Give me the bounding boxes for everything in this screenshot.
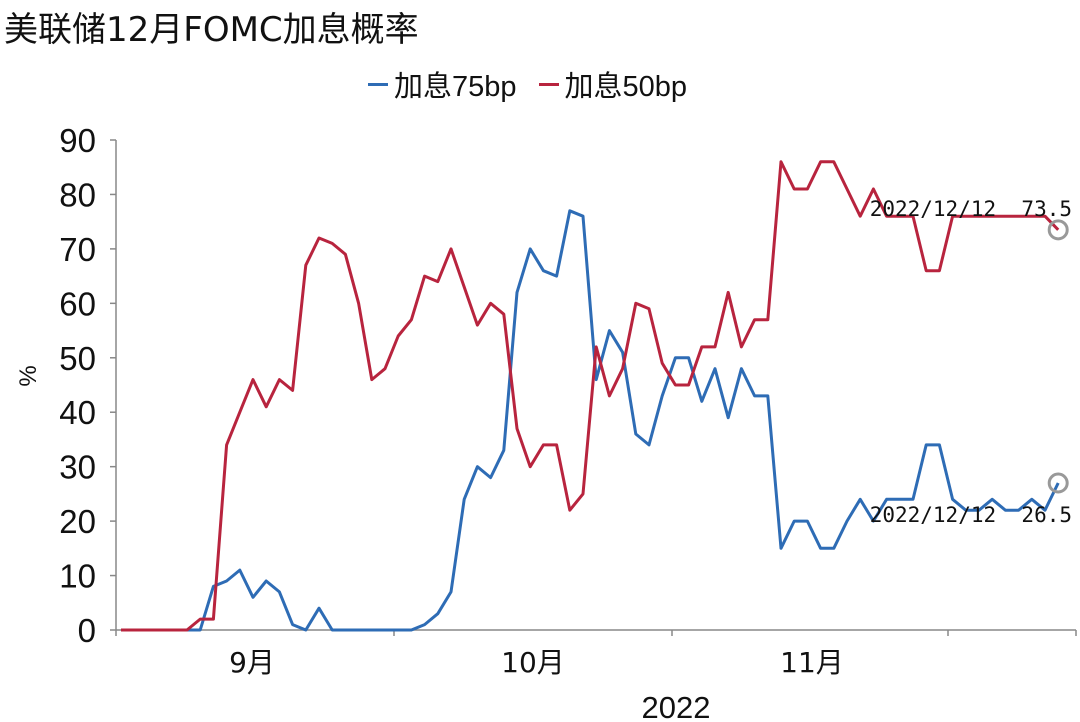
x-tick-label: 10月 (501, 646, 565, 679)
y-tick-label: 0 (78, 612, 96, 649)
legend-label-50bp: 加息50bp (564, 71, 688, 103)
chart-title: 美联储12月FOMC加息概率 (4, 10, 419, 50)
y-tick-label: 60 (59, 285, 96, 322)
series-line-75bp (121, 209, 1060, 632)
legend-swatch-75bp (368, 82, 388, 86)
y-tick-label: 40 (59, 394, 96, 431)
y-tick-label: 10 (59, 558, 96, 595)
annotation-label: 2022/12/12 73.5 (870, 197, 1072, 221)
series-line-50bp (121, 160, 1060, 632)
y-tick-label: 20 (59, 503, 96, 540)
legend-item-75bp: 加息75bp (368, 63, 517, 105)
y-tick-label: 70 (59, 231, 96, 268)
y-tick-label: 80 (59, 176, 96, 213)
legend-item-50bp: 加息50bp (538, 63, 688, 105)
end-marker-50bp (1047, 219, 1069, 241)
legend-swatch-50bp (538, 82, 559, 86)
y-axis-label: % (15, 365, 42, 386)
legend: 加息75bp 加息50bp (368, 62, 709, 106)
y-tick-label: 90 (59, 122, 96, 159)
y-tick-label: 30 (59, 449, 96, 486)
x-tick-label: 9月 (229, 646, 275, 679)
x-tick-label: 11月 (780, 646, 844, 679)
y-tick-label: 50 (59, 340, 96, 377)
legend-label-75bp: 加息75bp (394, 71, 517, 103)
annotation-label: 2022/12/12 26.5 (870, 503, 1072, 527)
end-marker-75bp (1047, 472, 1069, 494)
x-axis-label: 2022 (642, 690, 711, 722)
